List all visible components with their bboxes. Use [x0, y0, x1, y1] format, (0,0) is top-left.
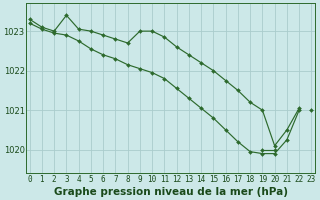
- X-axis label: Graphe pression niveau de la mer (hPa): Graphe pression niveau de la mer (hPa): [53, 187, 288, 197]
